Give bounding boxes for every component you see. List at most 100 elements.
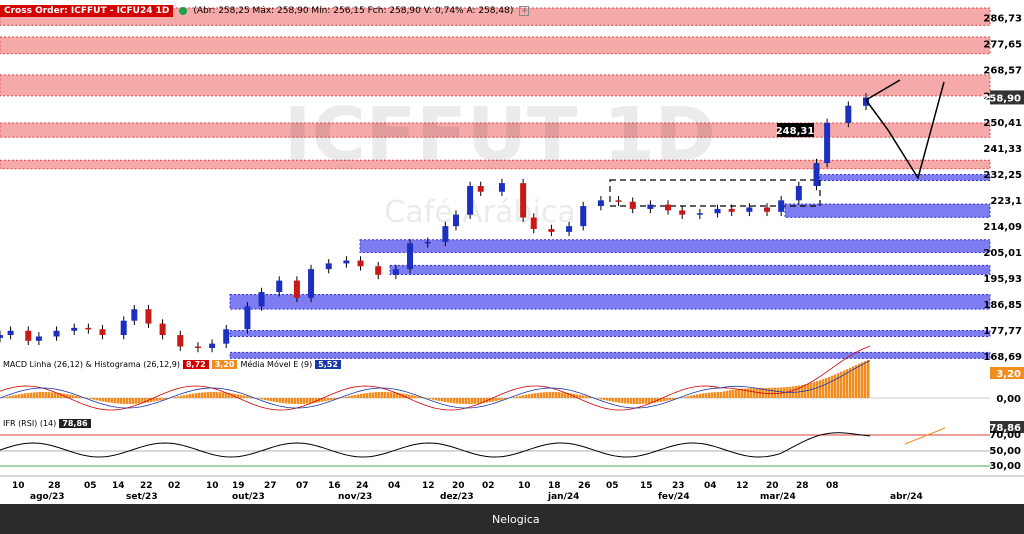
- macd-hist-bar-129: [387, 392, 390, 398]
- macd-hist-bar-239: [717, 392, 720, 398]
- candle-body-45: [714, 208, 721, 214]
- macd-hist-bar-194: [582, 395, 585, 398]
- macd-hist-bar-242: [726, 390, 729, 398]
- projection-path: [865, 81, 945, 180]
- macd-hist-bar-276: [828, 376, 831, 398]
- last-price-value: 258,90: [982, 93, 1021, 104]
- time-day-label: 02: [482, 481, 495, 491]
- candle-body-15: [223, 329, 230, 344]
- macd-hist-bar-181: [543, 392, 546, 398]
- macd-hist-bar-108: [324, 398, 327, 402]
- macd-hist-bar-38: [114, 398, 117, 404]
- macd-hist-bar-183: [549, 392, 552, 398]
- support-zone-6: [229, 351, 991, 359]
- candle-body-52: [824, 122, 831, 164]
- time-day-label: 04: [388, 481, 401, 491]
- resistance-zone-1: [0, 36, 991, 55]
- macd-hist-bar-54: [162, 398, 165, 400]
- macd-hist-bar-222: [666, 398, 669, 401]
- time-month-label: jan/24: [547, 492, 579, 502]
- candle-body-42: [665, 204, 672, 211]
- candle-body-12: [177, 335, 184, 347]
- macd-hist-bar-152: [456, 398, 459, 404]
- time-day-label: 18: [548, 481, 561, 491]
- macd-hist-bar-102: [306, 398, 309, 404]
- macd-hist-bar-249: [747, 388, 750, 398]
- macd-hist-bar-225: [675, 398, 678, 399]
- time-day-label: 20: [452, 481, 465, 491]
- time-month-label: dez/23: [440, 492, 474, 502]
- candle-body-27: [424, 241, 431, 244]
- macd-hist-bar-104: [312, 398, 315, 404]
- macd-hist-bar-159: [477, 398, 480, 404]
- macd-hist-bar-163: [489, 398, 492, 403]
- macd-hist-bar-212: [636, 398, 639, 404]
- price-tick-label: 168,69: [983, 352, 1022, 363]
- time-day-label: 20: [766, 481, 779, 491]
- macd-hist-bar-114: [342, 397, 345, 398]
- macd-hist-bar-81: [243, 395, 246, 398]
- macd-hist-bar-229: [687, 396, 690, 398]
- macd-hist-bar-160: [480, 398, 483, 404]
- macd-hist-bar-157: [471, 398, 474, 404]
- time-month-label: out/23: [232, 492, 265, 502]
- macd-hist-bar-251: [753, 388, 756, 398]
- macd-hist-bar-188: [564, 392, 567, 398]
- macd-hist-bar-116: [348, 396, 351, 398]
- time-day-label: 05: [606, 481, 619, 491]
- macd-hist-bar-206: [618, 398, 621, 403]
- candle-body-1: [7, 330, 14, 336]
- time-day-label: 16: [328, 481, 341, 491]
- asset-title[interactable]: Cross Order: ICFFUT - ICFU24 1D: [0, 5, 174, 17]
- macd-hist-bar-223: [669, 398, 672, 401]
- macd-hist-bar-41: [123, 398, 126, 404]
- time-month-label: ago/23: [30, 492, 65, 502]
- macd-hist-bar-79: [237, 394, 240, 398]
- macd-hist-bar-247: [741, 388, 744, 398]
- price-tick-label: 277,65: [983, 40, 1022, 51]
- price-tick-label: 205,01: [983, 248, 1022, 259]
- rsi-legend: IFR (RSI) (14) 78,86: [3, 419, 91, 428]
- support-zone-1: [784, 203, 991, 218]
- candle-body-4: [53, 330, 60, 337]
- macd-hist-bar-128: [384, 392, 387, 398]
- watermark-title: ICFFUT 1D: [284, 92, 716, 178]
- macd-hist-bar-135: [405, 394, 408, 398]
- macd-signal-line: [0, 360, 871, 409]
- macd-hist-bar-100: [300, 398, 303, 404]
- macd-hist-bar-17: [51, 392, 54, 398]
- candle-body-23: [357, 260, 364, 267]
- macd-hist-bar-125: [375, 392, 378, 398]
- macd-hist-bar-278: [834, 374, 837, 398]
- macd-hist-bar-18: [54, 392, 57, 398]
- macd-hist-bar-34: [102, 398, 105, 402]
- macd-hist-bar-187: [561, 392, 564, 398]
- time-day-label: 08: [826, 481, 839, 491]
- candle-body-10: [145, 309, 152, 324]
- watermark-subtitle: Café Arábica: [384, 195, 575, 230]
- macd-hist-bar-27: [81, 397, 84, 398]
- candle-body-37: [580, 206, 587, 227]
- status-dot-icon: [179, 7, 188, 15]
- macd-hist-bar-88: [264, 398, 267, 401]
- macd-hist-bar-50: [150, 398, 153, 402]
- macd-hist-bar-52: [156, 398, 159, 401]
- macd-hist-bar-138: [414, 395, 417, 398]
- macd-hist-bar-148: [444, 398, 447, 403]
- candle-body-28: [442, 226, 449, 242]
- time-day-label: 05: [84, 481, 97, 491]
- time-month-label: mar/24: [760, 492, 796, 502]
- macd-hist-bar-12: [36, 392, 39, 398]
- macd-hist-bar-87: [261, 398, 264, 400]
- macd-line: [0, 345, 871, 411]
- support-zone-3: [389, 264, 991, 275]
- macd-hist-bar-130: [390, 392, 393, 398]
- macd-hist-bar-48: [144, 398, 147, 403]
- candle-body-29: [452, 214, 459, 227]
- add-indicator-icon[interactable]: +: [519, 6, 530, 16]
- candle-body-30: [467, 185, 474, 215]
- price-tick-label: 214,09: [983, 222, 1022, 233]
- macd-hist-bar-121: [363, 393, 366, 398]
- macd-hist-bar-171: [513, 397, 516, 398]
- price-tick-label: 250,41: [983, 118, 1022, 129]
